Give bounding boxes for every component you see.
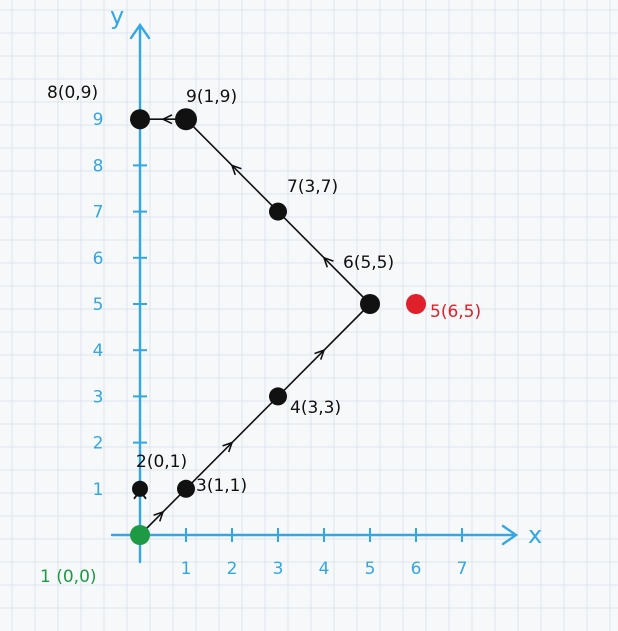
point-label: 4(3,3) <box>290 398 341 418</box>
y-axis-arrowhead <box>129 22 151 40</box>
point-marker <box>132 480 148 497</box>
x-tick-label: 1 <box>181 559 192 579</box>
x-axis-arrowhead <box>501 524 519 546</box>
x-tick-label: 5 <box>365 559 376 579</box>
point-marker <box>269 202 287 221</box>
y-axis-label: y <box>110 2 124 30</box>
point-label: 6(5,5) <box>343 253 394 273</box>
path-direction-arrow <box>161 114 173 125</box>
path-direction-arrow <box>153 510 165 522</box>
point-label: 8(0,9) <box>47 83 98 103</box>
point-marker <box>269 387 287 406</box>
y-tick-label: 3 <box>93 387 104 407</box>
y-tick-label: 7 <box>93 203 104 223</box>
point-label: 9(1,9) <box>186 87 237 107</box>
point-label: 2(0,1) <box>136 452 187 472</box>
path-direction-arrow <box>314 348 326 360</box>
y-tick-label: 6 <box>93 249 104 269</box>
y-tick-label: 1 <box>93 480 104 500</box>
point-label: 1 (0,0) <box>40 567 97 587</box>
x-tick-label: 2 <box>227 559 238 579</box>
x-tick-label: 7 <box>457 559 468 579</box>
point-marker <box>130 525 150 545</box>
path-direction-arrow <box>322 256 334 268</box>
x-axis-label: x <box>528 521 542 549</box>
x-tick-label: 4 <box>319 559 330 579</box>
path-direction-arrow <box>230 164 242 176</box>
point-label: 5(6,5) <box>430 302 481 322</box>
y-tick-label: 8 <box>93 156 104 176</box>
point-label: 7(3,7) <box>287 177 338 197</box>
y-tick-label: 4 <box>93 341 104 361</box>
y-tick-label: 2 <box>93 434 104 454</box>
point-marker <box>175 108 197 131</box>
point-marker <box>177 479 195 498</box>
point-marker <box>130 109 150 130</box>
y-tick-label: 5 <box>93 295 104 315</box>
x-tick-label: 3 <box>273 559 284 579</box>
point-labels: 1 (0,0) 2(0,1) 3(1,1) 4(3,3) 5(6,5) 6(5,5) 7(3… <box>40 83 481 587</box>
point-marker <box>360 294 380 314</box>
y-tick-label: 9 <box>93 110 104 130</box>
axes: x y <box>110 2 542 564</box>
path-direction-arrow <box>222 441 234 453</box>
point-markers <box>130 108 426 545</box>
point-marker <box>406 294 426 314</box>
point-label: 3(1,1) <box>196 476 247 496</box>
axis-ticks: 1 2 3 4 5 6 7 1 2 3 4 5 6 7 8 9 <box>93 110 468 579</box>
x-tick-label: 6 <box>411 559 422 579</box>
